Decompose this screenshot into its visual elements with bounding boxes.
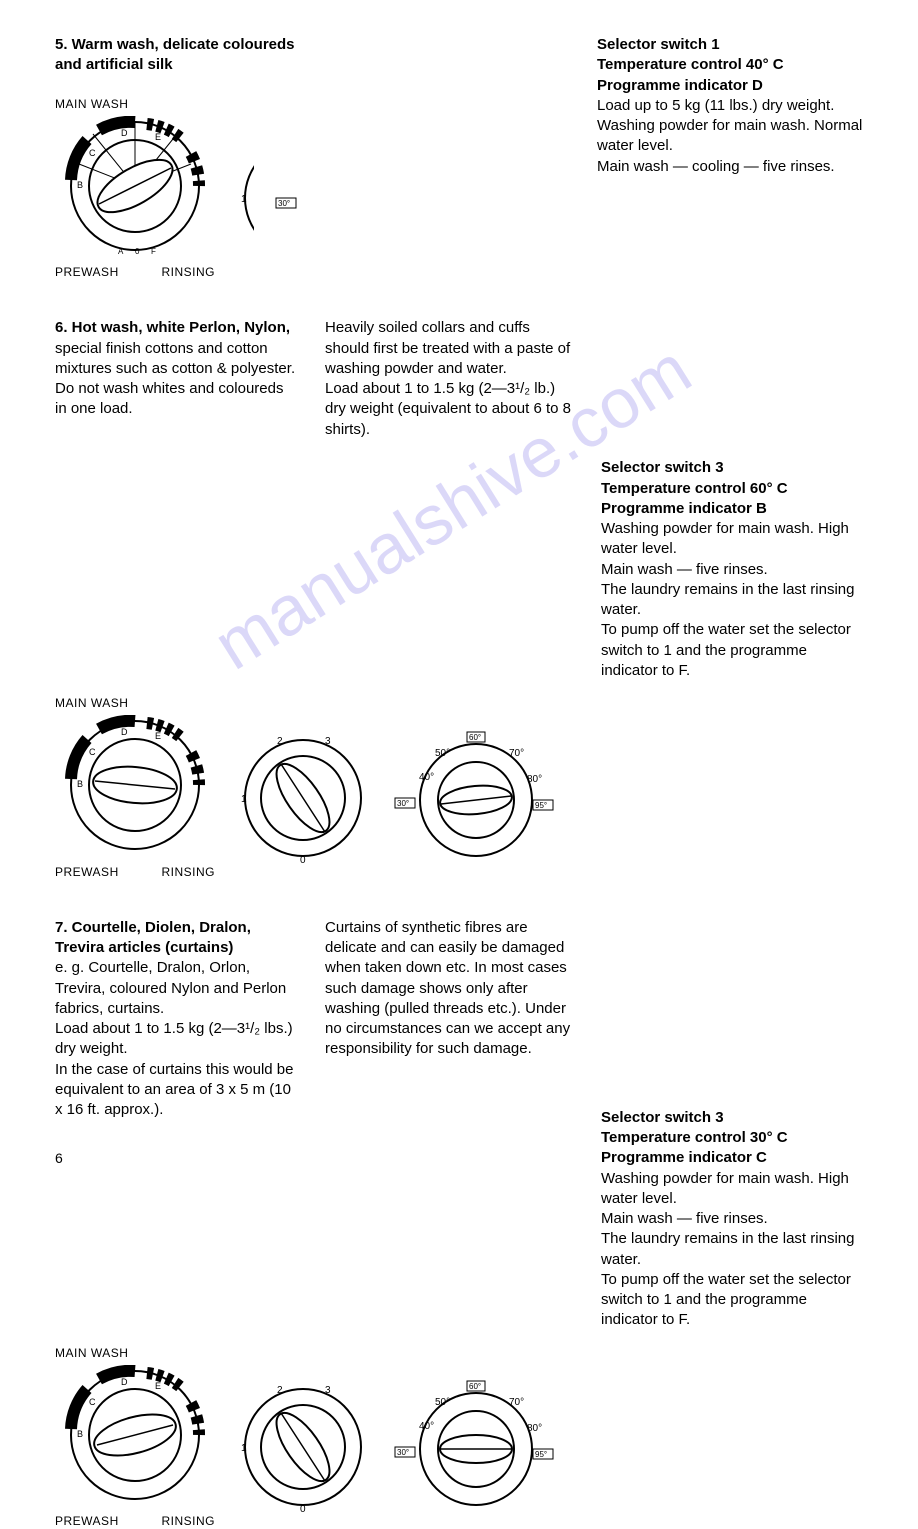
svg-text:60°: 60° (469, 1382, 481, 1391)
svg-text:D: D (121, 727, 128, 737)
svg-text:30°: 30° (397, 799, 409, 808)
selector-dial-icon: 0 1 2 3 (233, 728, 373, 868)
svg-text:3: 3 (325, 736, 331, 747)
programme-6: Programme indicator B (601, 499, 863, 519)
svg-text:B: B (77, 1429, 83, 1439)
svg-text:C: C (89, 148, 96, 158)
svg-text:B: B (77, 779, 83, 789)
svg-text:2: 2 (277, 736, 283, 747)
svg-text:50°: 50° (435, 748, 450, 759)
svg-text:D: D (121, 128, 128, 138)
selector-switch-6: Selector switch 3 (601, 458, 863, 478)
rinsing-label-6: RINSING (161, 864, 215, 880)
temp-dial-icon: 50° 40° 70° 80° 60° 30° 95° (272, 128, 297, 268)
rinsing-label-7: RINSING (161, 1513, 215, 1529)
temp-control-7: Temperature control 30° C (601, 1128, 863, 1148)
svg-text:D: D (121, 1377, 128, 1387)
svg-text:F: F (151, 247, 156, 256)
section-6: 6. Hot wash, white Perlon, Nylon, specia… (55, 318, 863, 879)
program-dial-icon: B C D E A 0 F (55, 116, 215, 256)
temp-control-6: Temperature control 60° C (601, 479, 863, 499)
dials-row-7: B C D E PREWASH RINSING 0 1 (55, 1365, 863, 1529)
dials-row-5: B C D E A 0 F PREWASH RINSING (55, 116, 297, 280)
rinsing-label: RINSING (161, 264, 215, 280)
svg-text:50°: 50° (435, 1397, 450, 1408)
svg-text:E: E (155, 731, 161, 741)
svg-text:70°: 70° (509, 748, 524, 759)
svg-text:40°: 40° (419, 1421, 434, 1432)
section-5: 5. Warm wash, delicate coloureds and art… (55, 35, 863, 280)
selector-dial-icon: 0 1 2 3 (233, 128, 254, 268)
svg-text:3: 3 (325, 1385, 331, 1396)
svg-text:0: 0 (300, 1504, 306, 1515)
main-wash-label: MAIN WASH (55, 96, 297, 112)
svg-text:B: B (77, 180, 83, 190)
svg-text:A: A (118, 247, 124, 256)
svg-text:80°: 80° (527, 1423, 542, 1434)
svg-text:2: 2 (277, 1385, 283, 1396)
dials-row-6: B C D E PREWASH RINSING 0 1 (55, 715, 863, 879)
svg-text:1: 1 (241, 794, 247, 805)
prewash-label-7: PREWASH (55, 1513, 119, 1529)
programme-7: Programme indicator C (601, 1148, 863, 1168)
svg-text:95°: 95° (535, 1450, 547, 1459)
selector-dial-icon: 0 1 2 3 (233, 1377, 373, 1517)
section-6-mid-body: Heavily soiled collars and cuffs should … (325, 318, 573, 440)
section-5-heading: 5. Warm wash, delicate coloureds and art… (55, 35, 297, 76)
main-wash-label-6: MAIN WASH (55, 695, 863, 711)
svg-text:E: E (155, 132, 161, 142)
svg-text:C: C (89, 747, 96, 757)
svg-text:80°: 80° (527, 774, 542, 785)
temp-dial-icon: 50° 40° 70° 80° 60° 30° 95° (391, 728, 561, 868)
selector-switch-5: Selector switch 1 (597, 35, 863, 55)
section-5-body: Load up to 5 kg (11 lbs.) dry weight. Wa… (597, 96, 863, 177)
section-7: 7. Courtelle, Diolen, Dralon, Trevira ar… (55, 918, 863, 1529)
svg-text:E: E (155, 1381, 161, 1391)
programme-5: Programme indicator D (597, 76, 863, 96)
svg-text:1: 1 (241, 194, 247, 205)
section-7-mid-body: Curtains of synthetic fibres are delicat… (325, 918, 573, 1060)
temp-control-5: Temperature control 40° C (597, 55, 863, 75)
svg-text:30°: 30° (397, 1448, 409, 1457)
section-7-right-body: Washing powder for main wash. High water… (601, 1169, 863, 1331)
svg-text:0: 0 (300, 855, 306, 866)
svg-text:95°: 95° (535, 801, 547, 810)
svg-text:1: 1 (241, 1443, 247, 1454)
svg-text:40°: 40° (419, 772, 434, 783)
svg-text:70°: 70° (509, 1397, 524, 1408)
svg-text:30°: 30° (278, 199, 290, 208)
section-7-heading: 7. Courtelle, Diolen, Dralon, Trevira ar… (55, 919, 251, 956)
prewash-label-6: PREWASH (55, 864, 119, 880)
section-6-right-body: Washing powder for main wash. High water… (601, 519, 863, 681)
section-7-left-body: e. g. Courtelle, Dralon, Orlon, Trevira,… (55, 958, 297, 1120)
prewash-label: PREWASH (55, 264, 119, 280)
svg-text:0: 0 (135, 247, 140, 256)
main-wash-label-7: MAIN WASH (55, 1345, 863, 1361)
temp-dial-icon: 50° 40° 70° 80° 60° 30° 95° (391, 1377, 561, 1517)
program-dial-icon: B C D E (55, 1365, 215, 1505)
selector-switch-7: Selector switch 3 (601, 1108, 863, 1128)
svg-text:C: C (89, 1397, 96, 1407)
page-number: 6 (55, 1149, 63, 1168)
svg-text:60°: 60° (469, 733, 481, 742)
section-6-heading: 6. Hot wash, white Perlon, Nylon, (55, 319, 290, 336)
section-6-left-body: special finish cottons and cotton mixtur… (55, 339, 297, 420)
program-dial-icon: B C D E (55, 715, 215, 855)
